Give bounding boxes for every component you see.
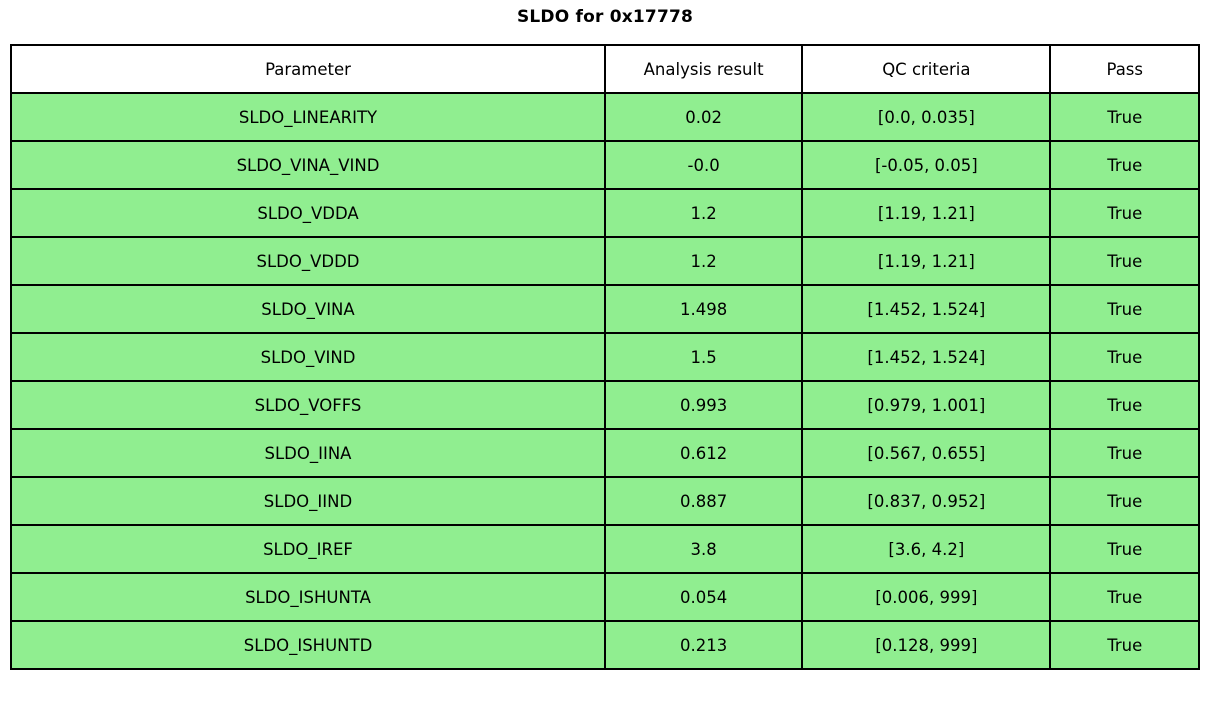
parameter-cell: SLDO_VOFFS [10, 380, 606, 430]
header-analysis-result: Analysis result [603, 44, 804, 94]
table-row: SLDO_ISHUNTA 0.054 [0.006, 999] True [10, 572, 1200, 622]
qc-criteria-cell: [1.452, 1.524] [801, 332, 1052, 382]
table-row: SLDO_IINA 0.612 [0.567, 0.655] True [10, 428, 1200, 478]
analysis-result-cell: 0.02 [603, 92, 804, 142]
qc-criteria-cell: [-0.05, 0.05] [801, 140, 1052, 190]
analysis-result-cell: 1.498 [603, 284, 804, 334]
analysis-result-cell: 0.612 [603, 428, 804, 478]
parameter-cell: SLDO_IIND [10, 476, 606, 526]
pass-cell: True [1049, 476, 1200, 526]
figure-title: SLDO for 0x17778 [516, 7, 694, 27]
analysis-result-cell: 1.2 [603, 236, 804, 286]
analysis-result-cell: -0.0 [603, 140, 804, 190]
qc-results-table: Parameter Analysis result QC criteria Pa… [10, 44, 1200, 670]
table-row: SLDO_VOFFS 0.993 [0.979, 1.001] True [10, 380, 1200, 430]
qc-criteria-cell: [1.452, 1.524] [801, 284, 1052, 334]
pass-cell: True [1049, 572, 1200, 622]
table-row: SLDO_VIND 1.5 [1.452, 1.524] True [10, 332, 1200, 382]
qc-criteria-cell: [0.128, 999] [801, 620, 1052, 670]
qc-criteria-cell: [1.19, 1.21] [801, 188, 1052, 238]
analysis-result-cell: 0.993 [603, 380, 804, 430]
pass-cell: True [1049, 92, 1200, 142]
parameter-cell: SLDO_VDDD [10, 236, 606, 286]
pass-cell: True [1049, 524, 1200, 574]
analysis-result-cell: 1.2 [603, 188, 804, 238]
table-row: SLDO_VINA_VIND -0.0 [-0.05, 0.05] True [10, 140, 1200, 190]
parameter-cell: SLDO_ISHUNTA [10, 572, 606, 622]
parameter-cell: SLDO_VDDA [10, 188, 606, 238]
analysis-result-cell: 0.887 [603, 476, 804, 526]
table-row: SLDO_VDDA 1.2 [1.19, 1.21] True [10, 188, 1200, 238]
table-row: SLDO_ISHUNTD 0.213 [0.128, 999] True [10, 620, 1200, 670]
pass-cell: True [1049, 332, 1200, 382]
pass-cell: True [1049, 140, 1200, 190]
table-row: SLDO_VDDD 1.2 [1.19, 1.21] True [10, 236, 1200, 286]
table-body: SLDO_LINEARITY 0.02 [0.0, 0.035] True SL… [10, 92, 1200, 670]
header-pass: Pass [1049, 44, 1200, 94]
pass-cell: True [1049, 236, 1200, 286]
analysis-result-cell: 0.213 [603, 620, 804, 670]
qc-criteria-cell: [0.837, 0.952] [801, 476, 1052, 526]
parameter-cell: SLDO_VINA_VIND [10, 140, 606, 190]
table-row: SLDO_IIND 0.887 [0.837, 0.952] True [10, 476, 1200, 526]
header-row: Parameter Analysis result QC criteria Pa… [10, 44, 1200, 94]
pass-cell: True [1049, 380, 1200, 430]
analysis-result-cell: 3.8 [603, 524, 804, 574]
pass-cell: True [1049, 428, 1200, 478]
analysis-result-cell: 0.054 [603, 572, 804, 622]
analysis-result-cell: 1.5 [603, 332, 804, 382]
parameter-cell: SLDO_LINEARITY [10, 92, 606, 142]
pass-cell: True [1049, 620, 1200, 670]
table-row: SLDO_VINA 1.498 [1.452, 1.524] True [10, 284, 1200, 334]
header-parameter: Parameter [10, 44, 606, 94]
qc-criteria-cell: [3.6, 4.2] [801, 524, 1052, 574]
qc-criteria-cell: [0.979, 1.001] [801, 380, 1052, 430]
parameter-cell: SLDO_IREF [10, 524, 606, 574]
parameter-cell: SLDO_VIND [10, 332, 606, 382]
parameter-cell: SLDO_IINA [10, 428, 606, 478]
header-qc-criteria: QC criteria [801, 44, 1052, 94]
pass-cell: True [1049, 284, 1200, 334]
qc-criteria-cell: [0.567, 0.655] [801, 428, 1052, 478]
qc-criteria-cell: [1.19, 1.21] [801, 236, 1052, 286]
qc-criteria-cell: [0.006, 999] [801, 572, 1052, 622]
table-row: SLDO_IREF 3.8 [3.6, 4.2] True [10, 524, 1200, 574]
pass-cell: True [1049, 188, 1200, 238]
table-row: SLDO_LINEARITY 0.02 [0.0, 0.035] True [10, 92, 1200, 142]
parameter-cell: SLDO_VINA [10, 284, 606, 334]
parameter-cell: SLDO_ISHUNTD [10, 620, 606, 670]
qc-criteria-cell: [0.0, 0.035] [801, 92, 1052, 142]
